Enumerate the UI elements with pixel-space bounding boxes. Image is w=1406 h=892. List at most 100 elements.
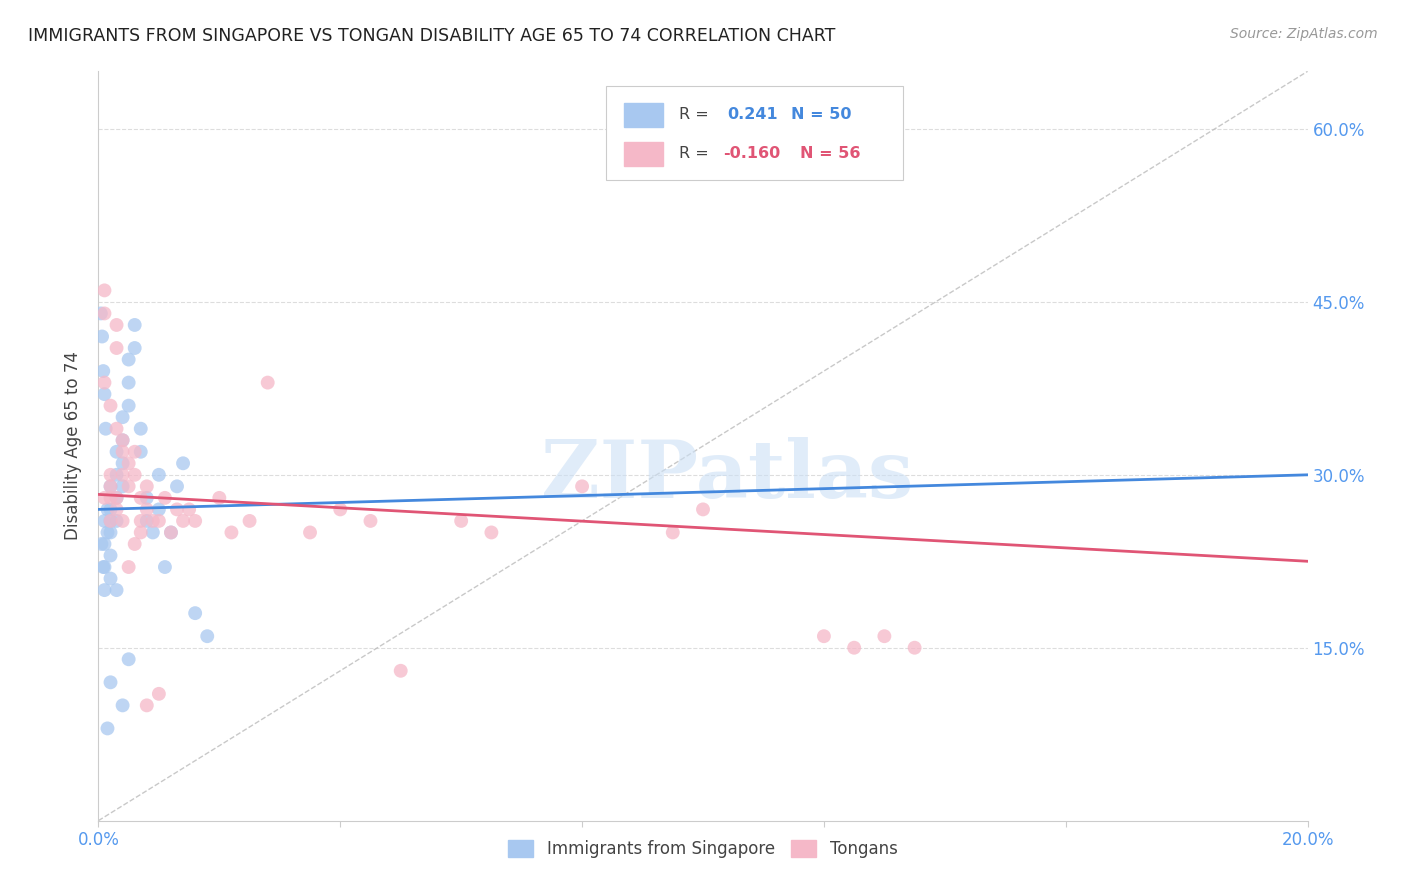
Point	[93, 514, 115, 528]
Point	[93, 387, 115, 401]
Text: N = 50: N = 50	[792, 107, 852, 122]
Point	[90, 537, 112, 551]
Point	[195, 629, 218, 643]
Point	[91, 329, 114, 343]
Point	[450, 514, 472, 528]
Point	[111, 698, 134, 713]
Bar	[624, 103, 664, 127]
Point	[148, 514, 170, 528]
Point	[142, 525, 165, 540]
Text: IMMIGRANTS FROM SINGAPORE VS TONGAN DISABILITY AGE 65 TO 74 CORRELATION CHART: IMMIGRANTS FROM SINGAPORE VS TONGAN DISA…	[28, 27, 835, 45]
Point	[172, 456, 194, 470]
Point	[111, 514, 134, 528]
Point	[129, 444, 152, 458]
Point	[160, 525, 183, 540]
Point	[904, 640, 927, 655]
Point	[93, 560, 115, 574]
Point	[105, 341, 128, 355]
Point	[142, 514, 165, 528]
Point	[148, 687, 170, 701]
Point	[105, 422, 128, 436]
Point	[153, 560, 176, 574]
Point	[135, 514, 157, 528]
Point	[111, 444, 134, 458]
Point	[105, 318, 128, 332]
Point	[208, 491, 231, 505]
Text: R =: R =	[679, 107, 714, 122]
Point	[93, 306, 115, 320]
Point	[93, 583, 115, 598]
Text: R =: R =	[679, 146, 714, 161]
Point	[105, 502, 128, 516]
Point	[118, 479, 141, 493]
Point	[105, 583, 128, 598]
Y-axis label: Disability Age 65 to 74: Disability Age 65 to 74	[65, 351, 83, 541]
Point	[135, 698, 157, 713]
Point	[118, 352, 141, 367]
Bar	[624, 142, 664, 166]
Point	[96, 502, 118, 516]
Point	[118, 376, 141, 390]
Point	[118, 652, 141, 666]
Point	[166, 479, 188, 493]
Point	[90, 306, 112, 320]
Point	[94, 422, 117, 436]
Point	[105, 467, 128, 482]
Point	[124, 444, 146, 458]
Point	[100, 467, 122, 482]
Point	[135, 502, 157, 516]
Text: Source: ZipAtlas.com: Source: ZipAtlas.com	[1230, 27, 1378, 41]
Point	[111, 434, 134, 448]
Point	[239, 514, 262, 528]
Point	[118, 560, 141, 574]
Point	[160, 525, 183, 540]
Point	[179, 502, 201, 516]
Point	[105, 514, 128, 528]
Point	[661, 525, 683, 540]
Point	[184, 606, 207, 620]
Point	[105, 444, 128, 458]
Point	[166, 502, 188, 516]
Text: N = 56: N = 56	[800, 146, 860, 161]
Point	[124, 318, 146, 332]
Point	[329, 502, 352, 516]
Point	[105, 491, 128, 505]
Point	[389, 664, 412, 678]
Point	[873, 629, 896, 643]
Point	[111, 467, 134, 482]
Point	[93, 376, 115, 390]
Point	[91, 364, 114, 378]
Legend: Immigrants from Singapore, Tongans: Immigrants from Singapore, Tongans	[502, 833, 904, 864]
Point	[93, 491, 115, 505]
Point	[124, 537, 146, 551]
Point	[96, 722, 118, 736]
Point	[360, 514, 382, 528]
Point	[813, 629, 835, 643]
Point	[129, 525, 152, 540]
Point	[118, 456, 141, 470]
Point	[299, 525, 322, 540]
Point	[184, 514, 207, 528]
Point	[93, 537, 115, 551]
Point	[124, 341, 146, 355]
Text: ZIPatlas: ZIPatlas	[541, 437, 914, 515]
Point	[148, 502, 170, 516]
Point	[91, 560, 114, 574]
Point	[844, 640, 866, 655]
Text: 0.241: 0.241	[727, 107, 778, 122]
Point	[100, 514, 122, 528]
Point	[129, 422, 152, 436]
Point	[221, 525, 243, 540]
Point	[118, 399, 141, 413]
FancyBboxPatch shape	[606, 87, 903, 180]
Point	[100, 479, 122, 493]
Point	[135, 491, 157, 505]
Point	[172, 514, 194, 528]
Point	[111, 410, 134, 425]
Point	[100, 572, 122, 586]
Point	[692, 502, 714, 516]
Point	[93, 284, 115, 298]
Point	[481, 525, 503, 540]
Point	[153, 491, 176, 505]
Point	[148, 467, 170, 482]
